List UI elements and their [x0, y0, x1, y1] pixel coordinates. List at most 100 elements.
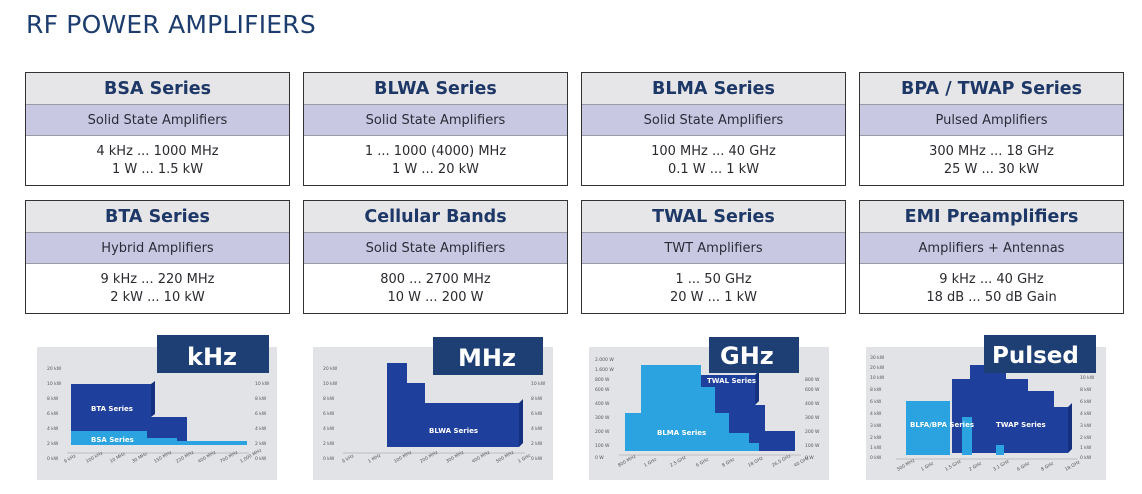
blwa-series-area — [387, 363, 519, 447]
card-blma-series[interactable]: BLMA Series Solid State Amplifiers 100 M… — [581, 72, 846, 186]
y-axis-left: 20 kW 10 kW 8 kW 6 kW 4 kW 2 kW 0 kW — [323, 366, 338, 462]
svg-text:10 kW: 10 kW — [255, 381, 270, 387]
svg-text:10 kW: 10 kW — [1080, 375, 1095, 381]
card-twal-series[interactable]: TWAL Series TWT Amplifiers 1 ... 50 GHz … — [581, 200, 846, 314]
gain-range: 18 dB ... 50 dB Gain — [926, 289, 1057, 305]
ghz-range-thumbnail[interactable]: 2.000 W 1.600 W 800 W 600 W 400 W 300 W … — [589, 335, 829, 480]
svg-text:800 W: 800 W — [805, 377, 820, 383]
card-title: BLMA Series — [582, 73, 845, 105]
product-card-grid: BSA Series Solid State Amplifiers 4 kHz … — [25, 72, 1124, 314]
card-title: EMI Preamplifiers — [860, 201, 1123, 233]
frequency-range: 1 ... 1000 (4000) MHz — [364, 143, 507, 159]
svg-text:100 W: 100 W — [805, 443, 820, 449]
power-range: 25 W ... 30 kW — [943, 161, 1040, 177]
svg-text:400 W: 400 W — [805, 401, 820, 407]
svg-text:20 kW: 20 kW — [870, 365, 885, 371]
khz-range-thumbnail[interactable]: 20 kW 10 kW 8 kW 6 kW 4 kW 2 kW 0 kW 10 … — [37, 335, 277, 480]
svg-text:8 kW: 8 kW — [47, 396, 59, 402]
svg-text:6 kW: 6 kW — [255, 411, 267, 417]
bta-series-area — [71, 384, 187, 443]
y-axis-right: 10 kW 8 kW 6 kW 4 kW 3 kW 2 kW 1 kW 0 kW — [1080, 375, 1095, 461]
pulsed-thumbnail[interactable]: 30 kW 20 kW 10 kW 8 kW 6 kW 4 kW 3 kW 2 … — [866, 335, 1106, 480]
svg-text:0 kW: 0 kW — [323, 456, 335, 462]
svg-text:1.600 W: 1.600 W — [595, 367, 614, 373]
card-subtitle: Solid State Amplifiers — [582, 105, 845, 136]
svg-text:kHz: kHz — [187, 343, 237, 371]
card-subtitle: Solid State Amplifiers — [304, 233, 567, 264]
svg-text:200 W: 200 W — [805, 429, 820, 435]
svg-text:0 kW: 0 kW — [47, 456, 59, 462]
twal-series-label: TWAL Series — [707, 377, 756, 385]
card-specs: 300 MHz ... 18 GHz 25 W ... 30 kW — [860, 136, 1123, 185]
card-specs: 9 kHz ... 40 GHz 18 dB ... 50 dB Gain — [860, 264, 1123, 313]
svg-text:0 kW: 0 kW — [1080, 455, 1092, 461]
card-title: BSA Series — [26, 73, 289, 105]
svg-text:0 kW: 0 kW — [531, 456, 543, 462]
card-subtitle: Solid State Amplifiers — [26, 105, 289, 136]
svg-text:300 W: 300 W — [595, 415, 610, 421]
svg-text:6 kW: 6 kW — [870, 399, 882, 405]
svg-text:2 kW: 2 kW — [1080, 435, 1092, 441]
ghz-badge — [709, 337, 799, 373]
svg-text:4 kW: 4 kW — [47, 426, 59, 432]
khz-badge — [157, 335, 269, 373]
svg-text:10 kW: 10 kW — [870, 375, 885, 381]
svg-text:20 kW: 20 kW — [323, 366, 338, 372]
svg-text:600 W: 600 W — [805, 387, 820, 393]
power-range: 0.1 W ... 1 kW — [667, 161, 760, 177]
svg-text:4 kW: 4 kW — [255, 426, 267, 432]
svg-text:4 kW: 4 kW — [870, 411, 882, 417]
svg-text:300 W: 300 W — [805, 415, 820, 421]
power-range: 20 W ... 1 kW — [670, 289, 757, 305]
card-bpa-twap-series[interactable]: BPA / TWAP Series Pulsed Amplifiers 300 … — [859, 72, 1124, 186]
card-bta-series[interactable]: BTA Series Hybrid Amplifiers 9 kHz ... 2… — [25, 200, 290, 314]
svg-text:2 kW: 2 kW — [47, 441, 59, 447]
card-specs: 1 ... 1000 (4000) MHz 1 W ... 20 kW — [304, 136, 567, 185]
blma-series-label: BLMA Series — [657, 429, 706, 437]
svg-text:200 W: 200 W — [595, 429, 610, 435]
power-range: 2 kW ... 10 kW — [110, 289, 205, 305]
x-axis: 500 MHz 1 GHz 1.5 GHz 2 GHz 3.1 GHz 6 GH… — [896, 457, 1082, 472]
svg-text:1 kW: 1 kW — [1080, 445, 1092, 451]
card-specs: 100 MHz ... 40 GHz 0.1 W ... 1 kW — [582, 136, 845, 185]
card-subtitle: Amplifiers + Antennas — [860, 233, 1123, 264]
blfa-bpa-series-area — [906, 401, 950, 455]
card-bsa-series[interactable]: BSA Series Solid State Amplifiers 4 kHz … — [25, 72, 290, 186]
frequency-range: 9 kHz ... 40 GHz — [939, 271, 1044, 287]
mhz-range-thumbnail[interactable]: 20 kW 10 kW 8 kW 6 kW 4 kW 2 kW 0 kW 10 … — [313, 335, 553, 480]
card-title: BLWA Series — [304, 73, 567, 105]
bta-series-label: BTA Series — [91, 405, 133, 413]
card-subtitle: Hybrid Amplifiers — [26, 233, 289, 264]
card-specs: 800 ... 2700 MHz 10 W ... 200 W — [304, 264, 567, 313]
frequency-range: 9 kHz ... 220 MHz — [100, 271, 215, 287]
svg-text:10 kW: 10 kW — [531, 381, 546, 387]
y-axis-left: 30 kW 20 kW 10 kW 8 kW 6 kW 4 kW 3 kW 2 … — [870, 355, 885, 461]
pulsed-badge — [984, 335, 1096, 373]
card-subtitle: Solid State Amplifiers — [304, 105, 567, 136]
card-cellular-bands[interactable]: Cellular Bands Solid State Amplifiers 80… — [303, 200, 568, 314]
blfa-bpa-series-label: BLFA/BPA Series — [910, 421, 974, 429]
svg-text:GHz: GHz — [720, 342, 774, 370]
svg-text:2.000 W: 2.000 W — [595, 357, 614, 363]
frequency-range: 4 kHz ... 1000 MHz — [96, 143, 219, 159]
power-range: 10 W ... 200 W — [387, 289, 484, 305]
card-specs: 9 kHz ... 220 MHz 2 kW ... 10 kW — [26, 264, 289, 313]
svg-text:0 W: 0 W — [805, 455, 814, 461]
svg-text:6 kW: 6 kW — [323, 411, 335, 417]
frequency-range: 300 MHz ... 18 GHz — [929, 143, 1054, 159]
svg-text:6 kW: 6 kW — [531, 411, 543, 417]
svg-text:8 kW: 8 kW — [323, 396, 335, 402]
svg-text:10 kW: 10 kW — [47, 381, 62, 387]
card-blwa-series[interactable]: BLWA Series Solid State Amplifiers 1 ...… — [303, 72, 568, 186]
svg-text:4 kW: 4 kW — [1080, 411, 1092, 417]
svg-text:30 kW: 30 kW — [870, 355, 885, 361]
y-axis-left: 20 kW 10 kW 8 kW 6 kW 4 kW 2 kW 0 kW — [47, 366, 62, 462]
card-emi-preamplifiers[interactable]: EMI Preamplifiers Amplifiers + Antennas … — [859, 200, 1124, 314]
blwa-series-label: BLWA Series — [429, 427, 478, 435]
y-axis-right: 10 kW 8 kW 6 kW 4 kW 2 kW 0 kW — [255, 381, 270, 462]
svg-text:8 kW: 8 kW — [870, 387, 882, 393]
twap-series-area — [952, 365, 1068, 453]
y-axis-left: 2.000 W 1.600 W 800 W 600 W 400 W 300 W … — [595, 357, 614, 461]
card-title: Cellular Bands — [304, 201, 567, 233]
power-range: 1 W ... 20 kW — [392, 161, 479, 177]
